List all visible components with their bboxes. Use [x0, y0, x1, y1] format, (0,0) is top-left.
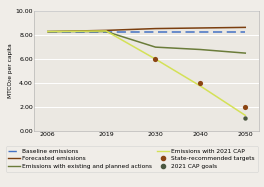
Y-axis label: MTCO₂e per capita: MTCO₂e per capita [8, 44, 13, 98]
Legend: Baseline emissions, Forecasted emissions, Emissions with existing and planned ac: Baseline emissions, Forecasted emissions… [6, 146, 258, 171]
Point [153, 58, 158, 61]
Point [198, 82, 202, 85]
Point [243, 116, 247, 119]
Point [243, 105, 247, 108]
